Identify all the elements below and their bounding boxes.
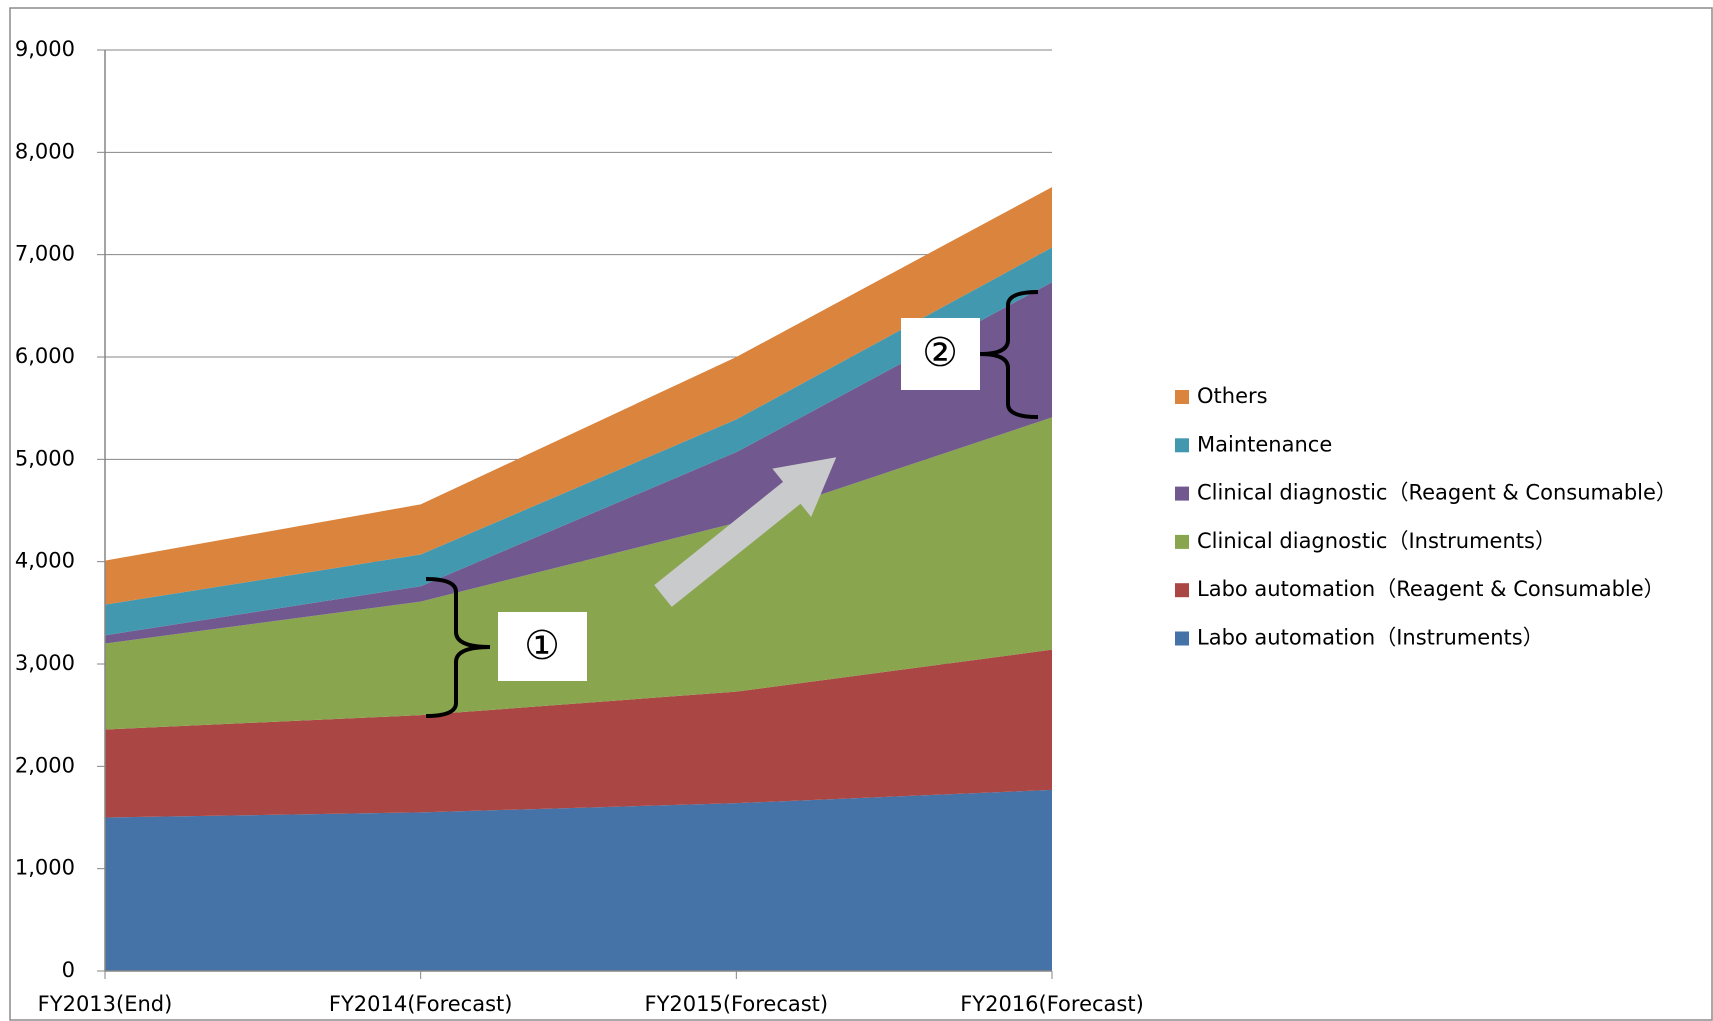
brace [979,290,1039,419]
y-tick-label: 3,000 [15,651,75,675]
y-tick-label: 9,000 [15,37,75,61]
legend-label: Others [1197,384,1268,408]
y-tick-label: 5,000 [15,446,75,470]
x-tick-label: FY2015(Forecast) [645,992,829,1016]
legend-swatch [1175,438,1189,453]
legend-swatch [1175,583,1189,598]
legend-swatch [1175,486,1189,501]
legend-label: Clinical diagnostic（Reagent & Consumable… [1197,481,1677,505]
annotations: ① ② [425,290,1039,718]
area [105,649,1052,818]
y-tick-label: 6,000 [15,344,75,368]
area [105,247,1052,636]
legend-swatch [1175,534,1189,549]
y-tick-label: 7,000 [15,242,75,266]
annotation: ① [524,623,560,669]
area [105,789,1052,971]
x-tick-label: FY2014(Forecast) [329,992,513,1016]
trend-arrow [654,457,837,607]
annotation-box [901,318,980,390]
y-tick-label: 2,000 [15,753,75,777]
x-tick-label: FY2016(Forecast) [960,992,1144,1016]
area [105,282,1052,644]
annotation: ② [922,330,958,376]
legend-label: Clinical diagnostic（Instruments） [1197,529,1556,553]
annotation-box [498,612,587,681]
legend-label: Maintenance [1197,432,1332,456]
plot-area: 0 1,000 2,000 3,000 4,000 5,000 6,000 7,000 8,00… [15,37,1677,1016]
y-tick-label: 4,000 [15,549,75,573]
x-tick-label: FY2013(End) [38,992,173,1016]
y-tick-label: 0 [62,958,75,982]
legend-swatch [1175,390,1189,404]
area [105,417,1052,730]
legend-label: Labo automation（Reagent & Consumable） [1197,577,1665,601]
legend-label: Labo automation（Instruments） [1197,626,1544,650]
legend-swatch [1175,631,1189,646]
y-tick-label: 8,000 [15,139,75,163]
area [105,187,1052,605]
chart-frame [9,7,1713,1021]
brace [425,577,491,718]
y-tick-label: 1,000 [15,856,75,880]
